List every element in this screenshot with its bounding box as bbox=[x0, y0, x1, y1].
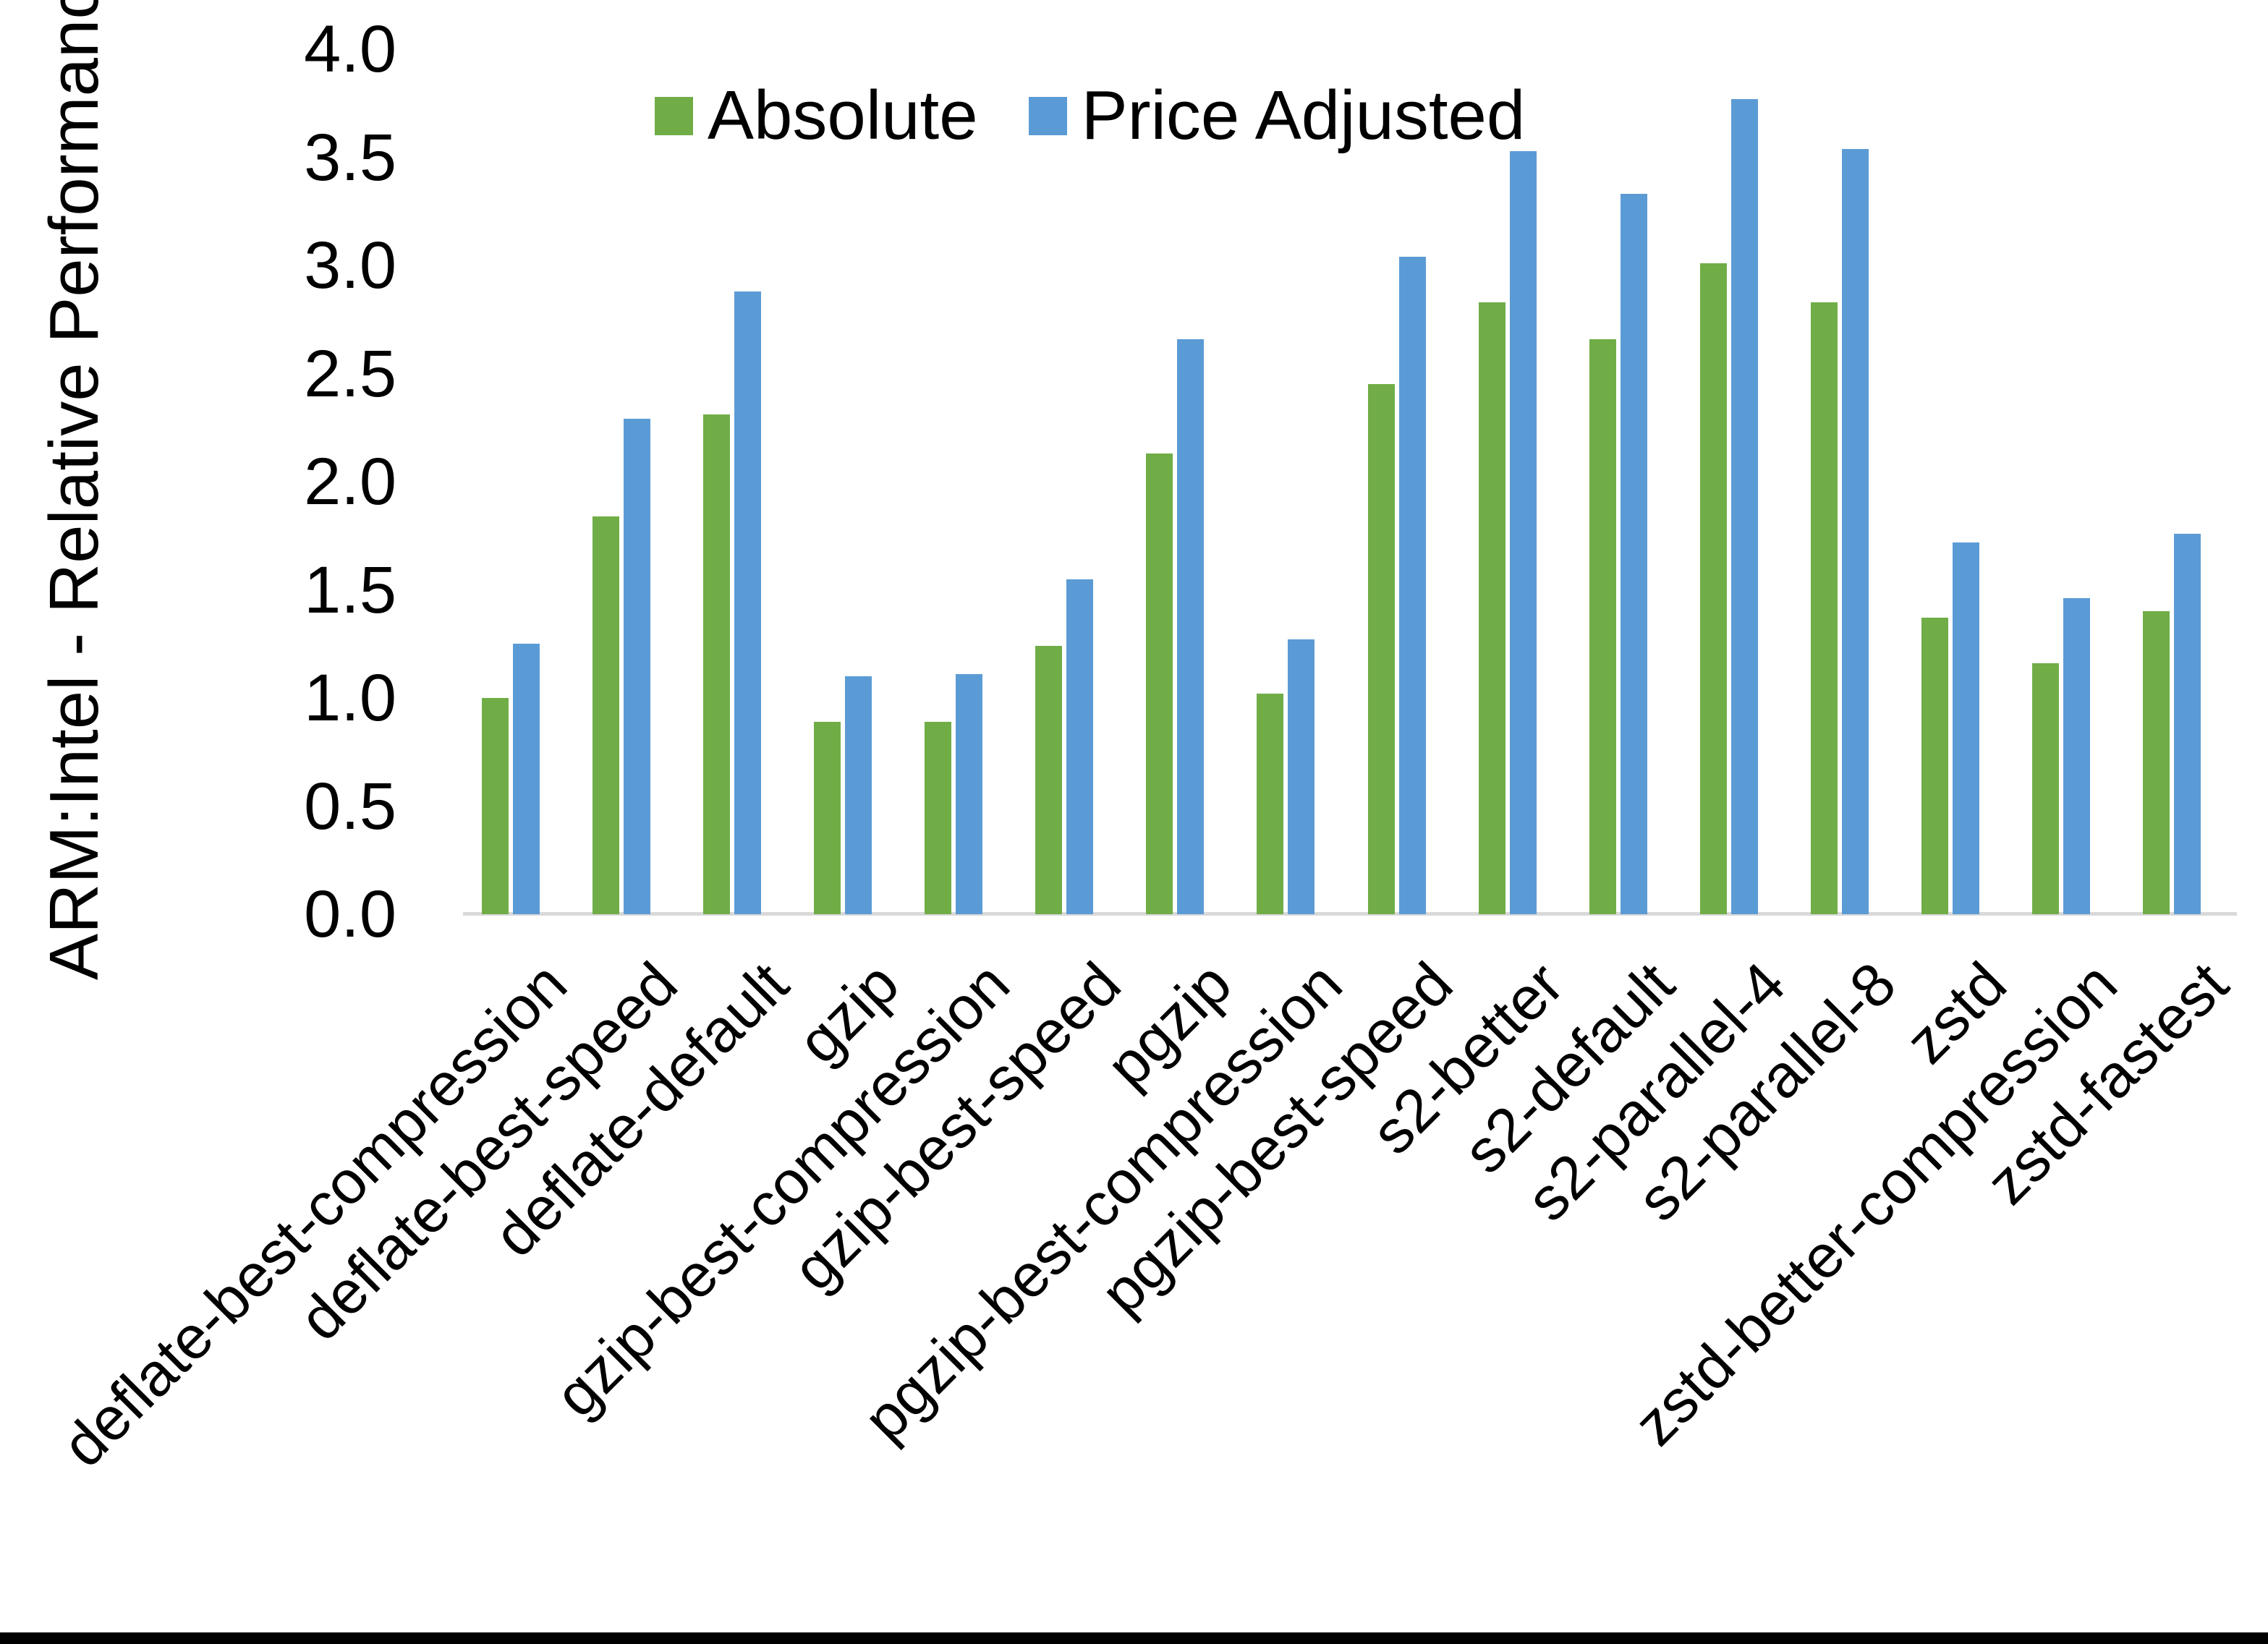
bar-absolute-deflate-default bbox=[703, 414, 730, 914]
bar-price-adjusted-gzip bbox=[845, 676, 872, 914]
bottom-border bbox=[0, 1632, 2268, 1644]
y-tick-label: 3.0 bbox=[304, 229, 396, 302]
bar-price-adjusted-zstd bbox=[1953, 542, 1979, 914]
y-tick-label: 2.0 bbox=[304, 445, 396, 519]
legend-label: Absolute bbox=[708, 77, 978, 154]
bar-absolute-deflate-best-compression bbox=[482, 698, 509, 914]
legend-item-absolute: Absolute bbox=[655, 81, 978, 150]
bar-price-adjusted-s2-better bbox=[1510, 151, 1537, 914]
bar-price-adjusted-deflate-best-speed bbox=[624, 419, 650, 914]
y-tick-label: 1.5 bbox=[304, 553, 396, 627]
y-tick-label: 3.5 bbox=[304, 120, 396, 195]
y-tick-label: 4.0 bbox=[304, 12, 396, 86]
bar-absolute-gzip-best-speed bbox=[1035, 646, 1062, 914]
bar-price-adjusted-gzip-best-compression bbox=[956, 674, 982, 914]
bar-price-adjusted-pgzip-best-speed bbox=[1399, 257, 1426, 914]
bar-absolute-s2-parallel-4 bbox=[1700, 263, 1727, 914]
bar-price-adjusted-gzip-best-speed bbox=[1066, 579, 1093, 914]
legend-item-price-adjusted: Price Adjusted bbox=[1028, 77, 1526, 154]
bar-absolute-deflate-best-speed bbox=[593, 516, 619, 914]
bar-absolute-pgzip-best-speed bbox=[1368, 384, 1395, 914]
bar-absolute-gzip-best-compression bbox=[925, 722, 951, 914]
bar-price-adjusted-s2-parallel-4 bbox=[1731, 99, 1758, 914]
bar-absolute-pgzip bbox=[1146, 453, 1173, 914]
bar-absolute-gzip bbox=[814, 722, 841, 914]
y-tick-label: 2.5 bbox=[304, 336, 396, 411]
legend-swatch-icon bbox=[655, 96, 693, 135]
legend-label: Price Adjusted bbox=[1081, 77, 1526, 154]
bar-absolute-s2-better bbox=[1479, 302, 1505, 914]
x-axis-line bbox=[463, 912, 2237, 916]
legend: Absolute Price Adjusted bbox=[655, 81, 1525, 150]
bar-price-adjusted-s2-parallel-8 bbox=[1842, 149, 1869, 914]
y-tick-label: 0.5 bbox=[304, 769, 396, 843]
bar-absolute-zstd-fastest bbox=[2143, 611, 2170, 914]
y-tick-label: 1.0 bbox=[304, 661, 396, 735]
bar-absolute-pgzip-best-compression bbox=[1257, 694, 1283, 914]
bar-price-adjusted-deflate-default bbox=[734, 291, 761, 914]
bar-absolute-zstd bbox=[1921, 618, 1948, 914]
bar-price-adjusted-zstd-fastest bbox=[2174, 534, 2201, 914]
bar-absolute-s2-parallel-8 bbox=[1811, 302, 1838, 914]
bar-absolute-zstd-better-compression bbox=[2032, 663, 2059, 914]
legend-swatch-icon bbox=[1028, 96, 1067, 135]
bar-price-adjusted-deflate-best-compression bbox=[513, 644, 540, 914]
bar-price-adjusted-zstd-better-compression bbox=[2063, 598, 2090, 914]
y-tick-label: 0.0 bbox=[304, 877, 396, 951]
bar-price-adjusted-pgzip bbox=[1177, 339, 1204, 914]
bar-price-adjusted-pgzip-best-compression bbox=[1288, 639, 1314, 914]
bar-absolute-s2-default bbox=[1589, 339, 1616, 914]
bar-price-adjusted-s2-default bbox=[1621, 194, 1647, 914]
